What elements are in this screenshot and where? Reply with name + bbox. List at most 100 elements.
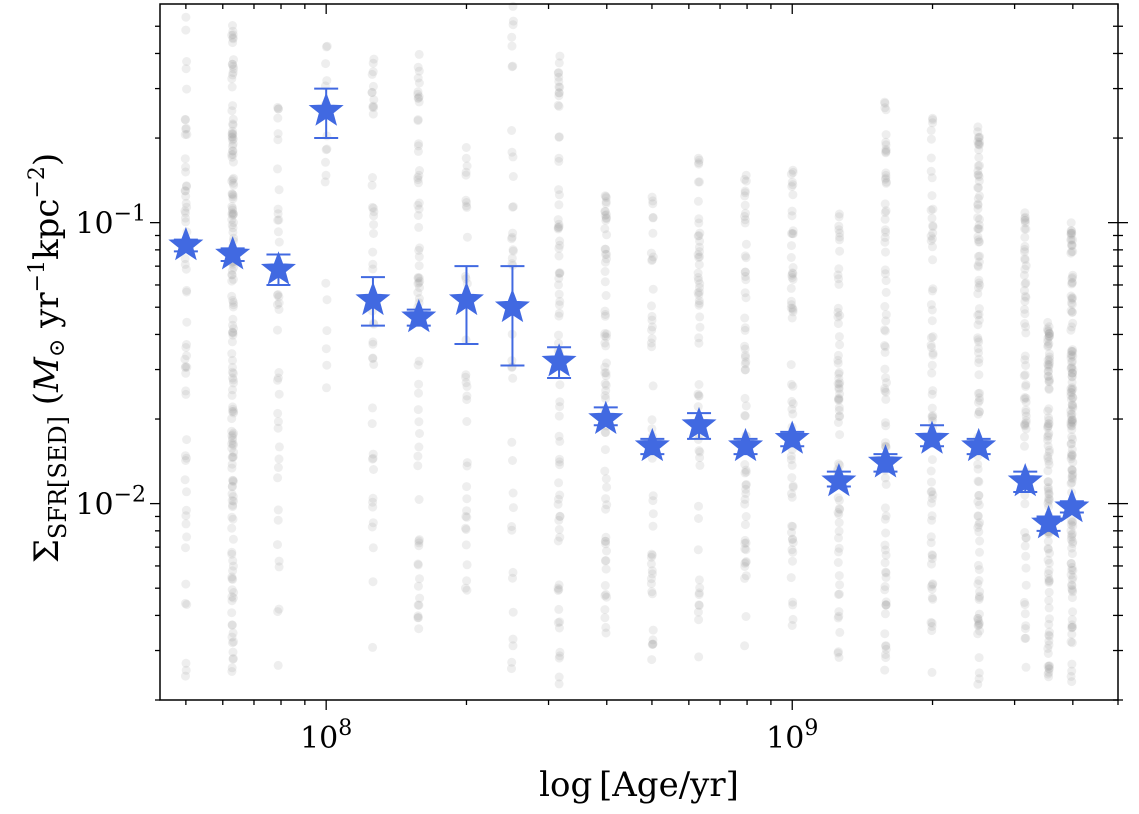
scatter-point [1020, 419, 1030, 429]
scatter-point [274, 389, 284, 399]
scatter-point [182, 435, 192, 445]
scatter-point [973, 127, 983, 137]
median-star [1007, 462, 1043, 497]
scatter-point [601, 291, 611, 300]
scatter-point [693, 607, 703, 617]
scatter-point [1044, 587, 1054, 597]
scatter-point [1068, 607, 1078, 617]
scatter-point [1044, 494, 1054, 503]
scatter-point [973, 459, 983, 469]
scatter-point [647, 587, 657, 597]
scatter-point [1044, 360, 1054, 369]
scatter-point [973, 389, 983, 398]
scatter-point [1066, 570, 1076, 580]
scatter-point [927, 498, 936, 508]
scatter-point [461, 372, 471, 382]
scatter-point [833, 418, 843, 427]
scatter-point [228, 21, 237, 30]
scatter-point [1044, 354, 1054, 364]
scatter-point [880, 98, 890, 108]
scatter-point [1020, 304, 1029, 314]
scatter-point [927, 511, 937, 521]
scatter-point [695, 252, 705, 262]
scatter-point [414, 245, 424, 255]
scatter-point [834, 405, 844, 415]
scatter-point [880, 341, 889, 350]
scatter-point [974, 594, 984, 604]
scatter-point [1021, 407, 1031, 417]
scatter-point [1043, 466, 1053, 476]
scatter-point [694, 514, 703, 523]
scatter-point [787, 521, 797, 531]
scatter-point [833, 270, 843, 280]
scatter-point [1067, 677, 1077, 687]
scatter-point [694, 391, 704, 401]
scatter-point [508, 641, 518, 651]
scatter-point [693, 177, 703, 187]
scatter-point [507, 32, 517, 42]
scatter-point [182, 57, 192, 66]
scatter-point [367, 180, 377, 190]
scatter-point [1067, 584, 1077, 594]
scatter-point [1021, 621, 1031, 631]
scatter-point [926, 300, 936, 310]
scatter-point [880, 225, 890, 235]
scatter-point [414, 92, 424, 102]
scatter-point [788, 597, 798, 607]
scatter-point [740, 352, 750, 362]
scatter-point [227, 443, 237, 453]
scatter-point [368, 101, 378, 111]
scatter-point [1044, 661, 1054, 671]
scatter-point [1067, 278, 1077, 288]
scatter-point [973, 679, 983, 689]
scatter-point [227, 82, 237, 92]
scatter-point [834, 394, 843, 404]
scatter-point [181, 167, 191, 177]
scatter-point [1020, 279, 1030, 289]
median-star [867, 444, 903, 478]
scatter-point [507, 437, 517, 447]
median-star [914, 420, 950, 454]
scatter-point [834, 379, 844, 389]
scatter-point [274, 215, 284, 225]
scatter-point [273, 104, 283, 114]
scatter-point [974, 619, 984, 629]
scatter-point [1066, 526, 1076, 536]
scatter-point [973, 560, 983, 570]
scatter-point [414, 170, 424, 180]
scatter-point [1068, 572, 1078, 582]
scatter-point [693, 268, 703, 278]
scatter-point [926, 340, 936, 350]
scatter-point [975, 137, 985, 147]
scatter-point [227, 459, 237, 469]
tick-base: 10 [75, 207, 113, 242]
scatter-point [274, 562, 284, 572]
scatter-point [974, 237, 984, 247]
scatter-point [554, 132, 564, 142]
scatter-point [1044, 672, 1054, 682]
scatter-point [974, 139, 984, 149]
scatter-point [1021, 563, 1031, 573]
scatter-point [228, 647, 238, 657]
scatter-point [600, 581, 610, 590]
scatter-point [973, 224, 983, 234]
scatter-point [1068, 235, 1078, 245]
scatter-point [648, 491, 658, 501]
scatter-point [694, 391, 704, 401]
scatter-point [880, 545, 890, 555]
scatter-point [462, 494, 472, 504]
scatter-point [554, 88, 564, 98]
scatter-point [368, 81, 378, 91]
scatter-point [835, 378, 845, 388]
scatter-point [182, 287, 192, 297]
scatter-point [694, 652, 704, 662]
scatter-point [1067, 415, 1077, 425]
scatter-point [927, 173, 937, 183]
scatter-point [462, 161, 472, 171]
scatter-point [835, 389, 845, 399]
scatter-point [228, 314, 238, 324]
scatter-point [1021, 293, 1031, 302]
scatter-point [973, 613, 983, 623]
scatter-point [694, 275, 703, 285]
scatter-point [181, 162, 191, 172]
